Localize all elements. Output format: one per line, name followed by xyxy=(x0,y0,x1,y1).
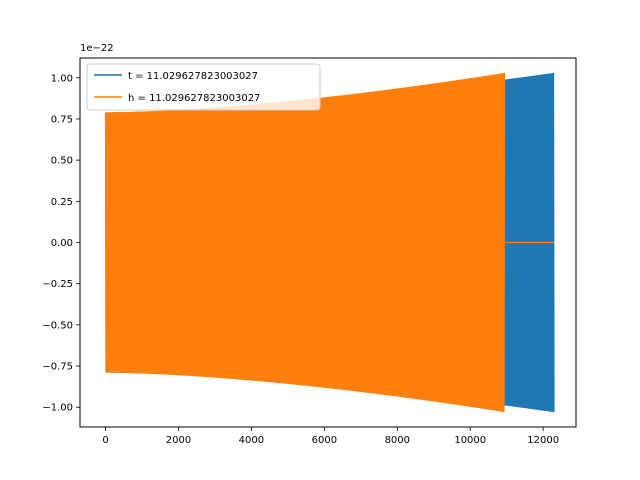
legend: t = 11.029627823003027 h = 11.0296278230… xyxy=(86,63,321,111)
y-tick-label: 0.00 xyxy=(51,238,73,249)
x-tick-label: 4000 xyxy=(239,435,264,446)
y-tick-label: −0.25 xyxy=(42,279,73,290)
y-tick-label: 0.50 xyxy=(51,156,73,167)
legend-label-t: t = 11.029627823003027 xyxy=(128,71,258,82)
x-tick-label: 2000 xyxy=(166,435,191,446)
x-tick-label: 6000 xyxy=(312,435,337,446)
y-tick-label: 0.25 xyxy=(51,197,73,208)
plot-series-layer xyxy=(104,72,555,413)
y-tick-label: −0.75 xyxy=(42,362,73,373)
y-tick-label: −0.50 xyxy=(42,320,73,331)
y-tick-label: −1.00 xyxy=(42,403,73,414)
x-tick-label: 0 xyxy=(102,435,108,446)
legend-box xyxy=(86,63,321,111)
x-tick-label: 10000 xyxy=(454,435,486,446)
x-axis-ticks: 0 2000 4000 6000 8000 10000 12000 xyxy=(102,427,559,446)
y-tick-label: 1.00 xyxy=(51,73,73,84)
y-axis-offset-label: 1e−22 xyxy=(80,43,114,54)
y-tick-label: 0.75 xyxy=(51,114,73,125)
y-axis-ticks: −1.00 −0.75 −0.50 −0.25 0.00 0.25 0.50 0.75 1.00 xyxy=(42,73,80,414)
x-tick-label: 8000 xyxy=(385,435,410,446)
x-tick-label: 12000 xyxy=(527,435,559,446)
series-line-h xyxy=(104,72,555,413)
legend-label-h: h = 11.029627823003027 xyxy=(128,93,260,104)
